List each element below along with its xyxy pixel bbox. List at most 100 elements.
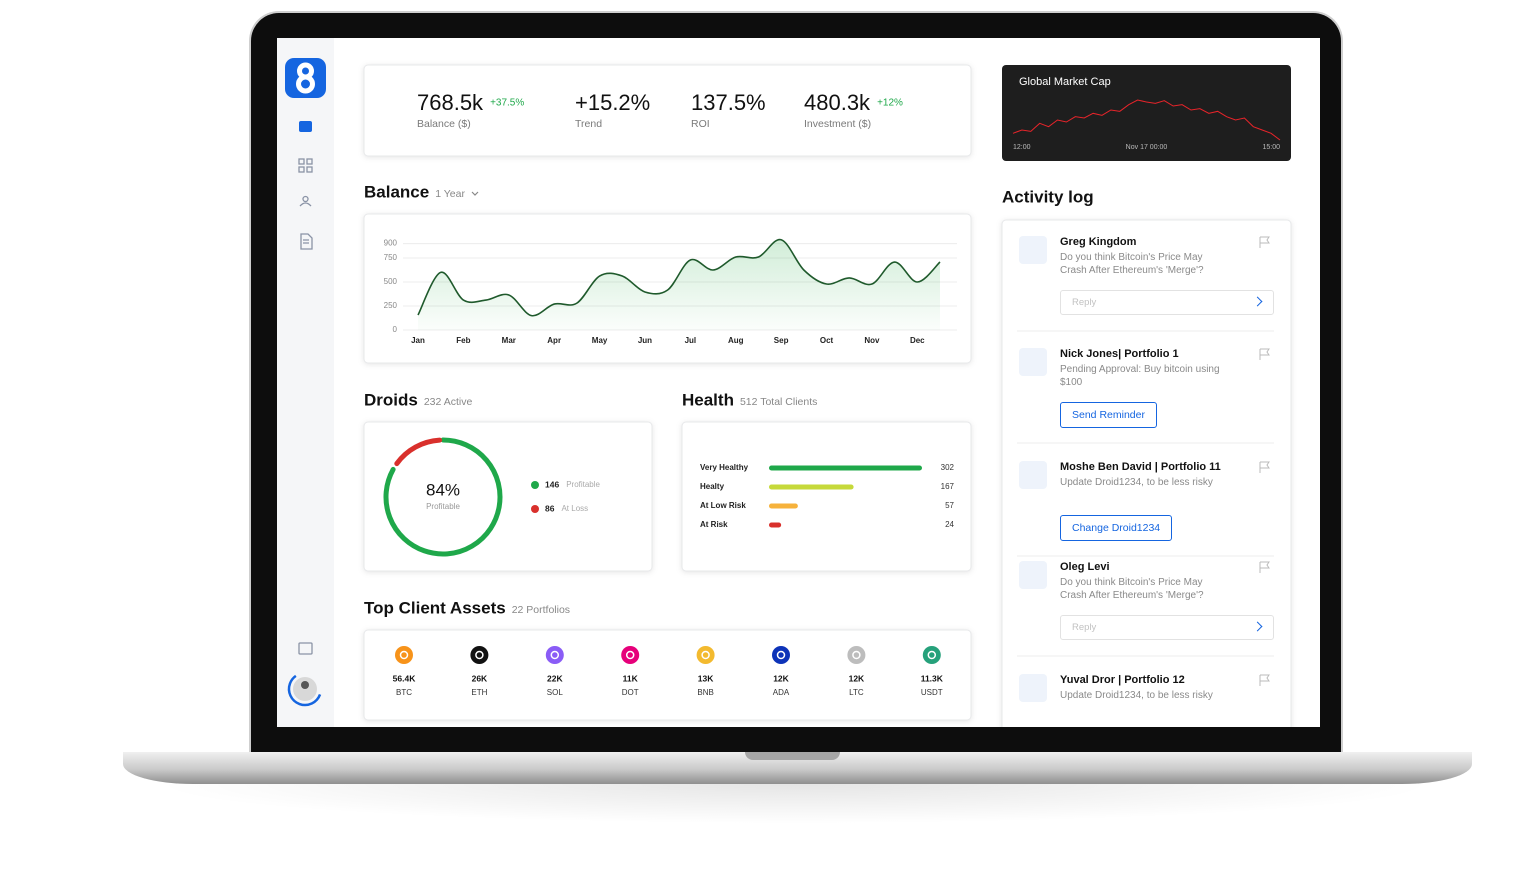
x-tick-label: May <box>592 336 608 345</box>
x-tick-label: Dec <box>910 336 925 345</box>
line <box>417 238 941 317</box>
bar <box>769 484 854 490</box>
asset-value: 12K <box>849 673 865 683</box>
asset-icon[interactable] <box>772 646 790 664</box>
asset-icon[interactable] <box>621 646 640 664</box>
reply-placeholder: Reply <box>1072 297 1097 308</box>
nav-grid <box>306 158 313 165</box>
activity-message: Update Droid1234, to be less risky <box>1060 477 1213 488</box>
asset-icon[interactable] <box>847 646 866 664</box>
nav-users[interactable] <box>302 195 309 203</box>
gauge-label: Profitable <box>426 502 460 511</box>
x-tick-label: Mar <box>502 336 516 345</box>
flag-icon[interactable] <box>1259 236 1270 248</box>
asset-value: 13K <box>698 673 714 683</box>
nav-doc[interactable] <box>300 233 313 250</box>
action-button[interactable]: Change Droid1234 <box>1060 515 1173 541</box>
asset-icon[interactable] <box>470 646 489 664</box>
nav-grid <box>306 166 313 173</box>
screen: 768.5k +37.5% Balance ($) +15.2% Trend 137.5%… <box>277 38 1320 727</box>
activity-name: Greg Kingdom <box>1060 236 1137 248</box>
reply-send[interactable] <box>1252 296 1263 307</box>
asset-value: 22K <box>547 673 563 683</box>
section-subtitle: 22 Portfolios <box>512 604 570 616</box>
asset-name: ADA <box>773 688 790 697</box>
nav-dashboard[interactable] <box>299 121 312 132</box>
bar <box>769 503 798 509</box>
bar-value: 57 <box>945 501 954 510</box>
activity-name: Yuval Dror | Portfolio 12 <box>1060 674 1185 686</box>
dashboard: 768.5k +37.5% Balance ($) +15.2% Trend 137.5%… <box>277 38 1292 727</box>
asset-name: BNB <box>697 688 713 697</box>
stat-change: +37.5% <box>490 98 524 109</box>
sidebar <box>277 38 334 727</box>
flag-icon[interactable] <box>1259 561 1270 573</box>
activity-message: Do you think Bitcoin's Price May Crash A… <box>1060 252 1204 276</box>
nav-keyboard[interactable] <box>298 642 313 655</box>
laptop-shadow <box>150 784 1440 824</box>
y-tick-label: 0 <box>393 325 398 334</box>
avatar-ring <box>287 671 323 707</box>
y-tick-label: 250 <box>384 301 398 310</box>
stat-label: ROI <box>691 118 710 130</box>
asset-icon-mark <box>852 650 861 660</box>
asset-value: 12K <box>773 673 789 683</box>
nav-grid[interactable] <box>298 158 305 165</box>
bar-label: Healty <box>700 482 725 491</box>
section-title: Droids <box>364 390 418 409</box>
gauge-arc <box>394 437 443 467</box>
asset-icon[interactable] <box>696 646 715 664</box>
action-button[interactable]: Send Reminder <box>1060 402 1157 428</box>
section-title: Top Client Assets <box>364 598 506 617</box>
flag-icon[interactable] <box>1259 461 1270 473</box>
x-tick-label: Feb <box>456 336 470 345</box>
legend-dot <box>531 505 539 513</box>
flag-icon[interactable] <box>1259 348 1270 360</box>
bar-label: Very Healthy <box>700 463 749 472</box>
gauge-arc <box>383 437 503 557</box>
stat-label: Balance ($) <box>417 118 471 130</box>
activity-icon-box <box>1019 461 1047 489</box>
asset-icon-mark <box>701 650 710 660</box>
reply-input[interactable]: Reply <box>1060 615 1274 640</box>
reply-send[interactable] <box>1252 621 1263 632</box>
legend-value: 86 <box>545 503 555 513</box>
asset-icon[interactable] <box>545 646 564 664</box>
assets-card <box>363 629 972 721</box>
section-title: Activity log <box>1002 187 1094 206</box>
laptop-notch <box>745 752 840 760</box>
line <box>1012 99 1281 141</box>
legend-label: At Loss <box>561 504 588 513</box>
nav-users <box>299 202 312 207</box>
asset-icon[interactable] <box>395 646 413 664</box>
stat-value: 137.5% <box>691 90 766 115</box>
activity-icon-box <box>1019 561 1047 589</box>
asset-value: 26K <box>472 673 488 683</box>
asset-icon-mark <box>399 650 409 660</box>
health-card <box>681 421 972 572</box>
activity-message: Do you think Bitcoin's Price May Crash A… <box>1060 577 1204 601</box>
flag-icon[interactable] <box>1259 674 1270 686</box>
section-subtitle: 1 Year <box>435 188 465 200</box>
bar-label: At Low Risk <box>700 501 746 510</box>
y-tick-label: 750 <box>384 253 398 262</box>
section-title: Health <box>682 390 734 409</box>
y-tick-label: 500 <box>384 277 398 286</box>
dropdown-caret[interactable] <box>471 191 479 196</box>
asset-value: 11.3K <box>921 673 944 683</box>
asset-icon-mark <box>776 650 786 660</box>
asset-value: 56.4K <box>393 673 417 683</box>
asset-icon[interactable] <box>922 646 941 664</box>
asset-icon-mark <box>927 650 937 660</box>
x-tick-label: Jul <box>685 336 697 345</box>
y-tick-label: 900 <box>384 239 398 248</box>
activity-icon-box <box>1019 236 1047 264</box>
activity-card <box>1001 219 1292 727</box>
asset-name: BTC <box>396 688 412 697</box>
reply-input[interactable]: Reply <box>1060 290 1274 315</box>
stat-value: 768.5k <box>417 90 484 115</box>
bar <box>769 465 922 471</box>
x-tick-label: Sep <box>774 336 789 345</box>
gauge-value: 84% <box>426 480 460 499</box>
